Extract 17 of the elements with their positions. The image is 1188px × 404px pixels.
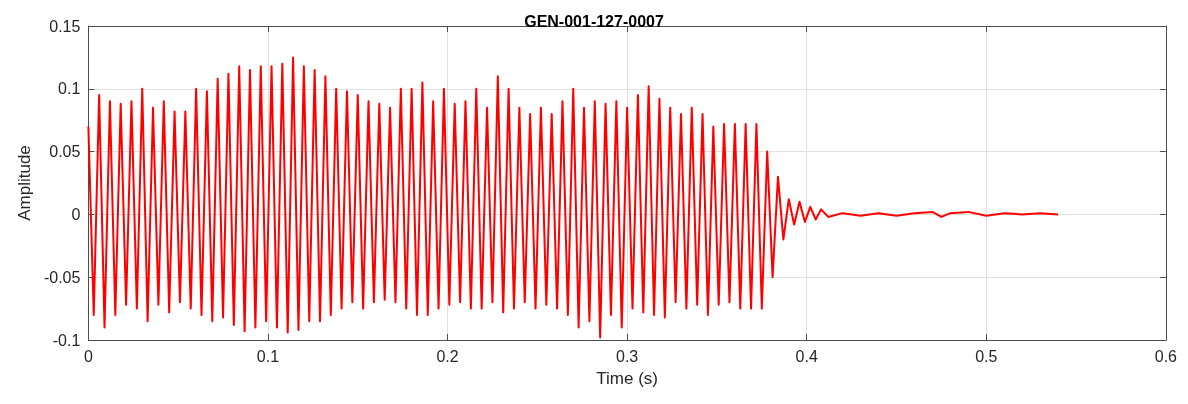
y-tick-label: 0 <box>71 205 81 223</box>
x-tick-label: 0.4 <box>795 347 818 365</box>
line-series <box>87 56 1060 339</box>
x-tick-label: 0.3 <box>616 347 639 365</box>
y-tick-label: 0.1 <box>58 80 81 98</box>
chart-title: GEN-001-127-0007 <box>524 12 664 30</box>
x-tick-label: 0 <box>83 347 93 365</box>
x-tick-label: 0.2 <box>436 347 459 365</box>
y-tick-label: -0.1 <box>52 331 81 349</box>
y-tick-label: 0.05 <box>49 143 81 161</box>
y-tick-label: -0.05 <box>43 268 81 286</box>
x-axis-title: Time (s) <box>596 369 658 388</box>
x-tick-label: 0.1 <box>256 347 280 365</box>
y-tick-label: 0.15 <box>49 17 81 35</box>
x-tick-label: 0.6 <box>1154 347 1178 365</box>
y-axis-title: Amplitude <box>15 145 34 221</box>
x-tick-label: 0.5 <box>975 347 998 365</box>
